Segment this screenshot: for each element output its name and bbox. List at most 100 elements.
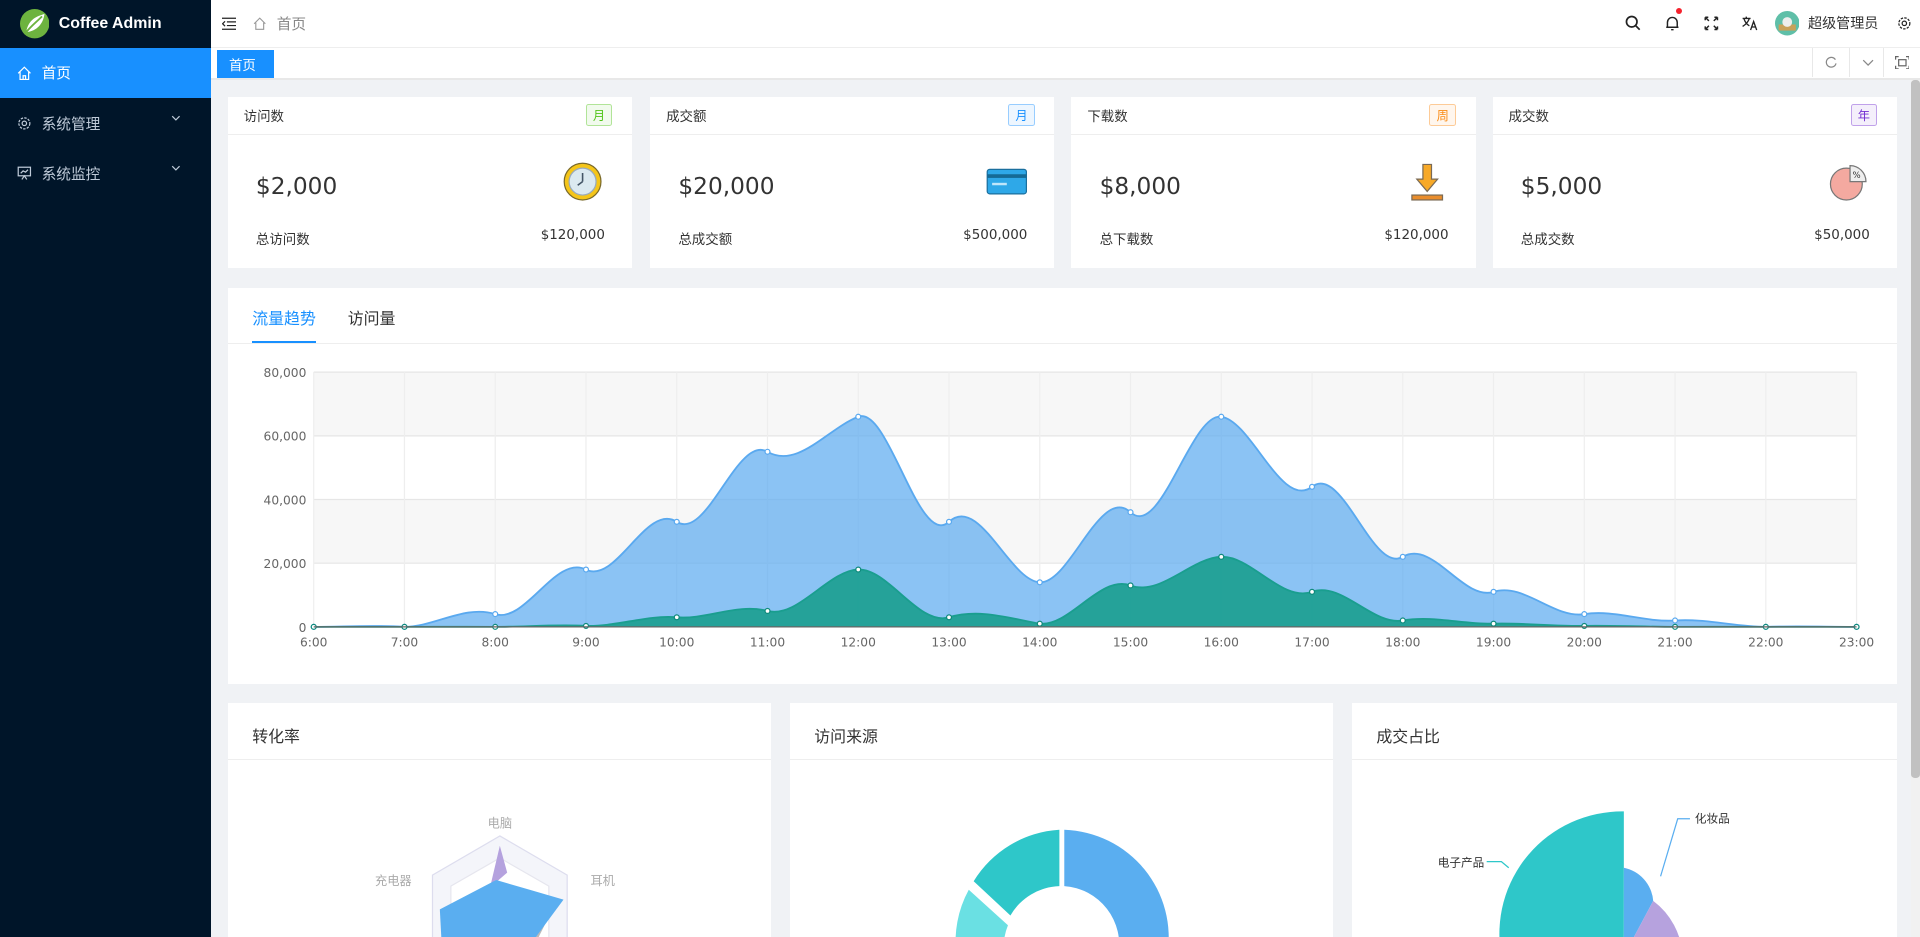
radar-label: 电脑 [487,817,511,831]
sidebar-item-system-monitor[interactable]: 系统监控 [0,148,211,198]
menu-collapse-icon[interactable] [221,17,237,30]
notification-dot [1675,8,1682,15]
data-point [582,566,589,573]
data-point [1036,620,1043,627]
top-header: 首页 超级管理员 [210,0,1920,48]
stat-footer-label: 总访问数 [255,232,310,248]
radar-label: 充电器 [375,873,412,888]
data-point [1308,483,1315,490]
data-point [1217,413,1225,420]
stat-card: 访问数 月 $2,000 总访问数 $120,000 [227,96,632,269]
stat-footer-value: $120,000 [540,227,605,243]
label-line [1659,818,1690,877]
sidebar-item-label: 系统监控 [41,165,101,183]
maximize-button[interactable] [1883,47,1920,78]
data-point [945,614,952,621]
pie-slice [1499,811,1624,937]
radar-series-purple [489,846,507,888]
page-scrollbar[interactable] [1911,79,1920,937]
tab-home[interactable]: 首页 [216,50,275,79]
donut-slice [973,830,1060,916]
data-point [1399,617,1406,624]
data-point [854,566,862,573]
sidebar-item-label: 首页 [41,65,71,83]
fullscreen-icon [1704,16,1719,31]
y-tick-label: 0 [298,621,306,635]
data-point [1490,620,1497,627]
stat-footer-label: 总成交数 [1520,232,1575,248]
sidebar-item-home[interactable]: 首页 [0,47,211,98]
x-tick-label: 13:00 [931,636,966,650]
stat-value: $2,000 [255,172,338,200]
panel-title: 访问来源 [789,703,1334,761]
x-tick-label: 9:00 [572,636,599,650]
traffic-chart-card: 流量趋势 访问量 0 20,000 40,000 60,000 80,000 6:00 7:… [227,287,1897,685]
radar-label: 耳机 [590,874,614,888]
x-tick-label: 17:00 [1294,636,1329,650]
label-line [1486,861,1509,869]
tab-label: 首页 [228,59,256,75]
stat-title: 成交数 [1508,110,1549,126]
notification-button[interactable] [1653,0,1692,47]
period-badge: 月 [585,103,613,127]
series-area [313,556,1857,627]
pie-label: 电子产品 [1438,856,1485,870]
tab-traffic-trend[interactable]: 流量趋势 [252,288,316,344]
x-tick-label: 20:00 [1566,636,1601,650]
search-button[interactable] [1613,0,1652,47]
scrollbar-thumb[interactable] [1911,79,1920,778]
period-badge: 周 [1429,103,1456,127]
refresh-icon [1825,57,1837,69]
x-tick-label: 23:00 [1839,636,1874,650]
sidebar-item-system-management[interactable]: 系统管理 [0,98,211,148]
data-point [854,413,862,420]
grid-band [313,435,1857,500]
pie-slice [1634,901,1679,937]
data-point [945,518,952,525]
data-point [1217,553,1225,560]
stat-footer-value: $50,000 [1814,227,1870,243]
logo[interactable]: Coffee Admin [0,0,211,48]
x-tick-label: 18:00 [1385,636,1420,650]
data-point [1399,553,1406,560]
stat-card: 下载数 周 $8,000 总下载数 $120,000 [1071,96,1476,269]
data-point [1127,582,1134,589]
y-tick-label: 20,000 [263,557,306,571]
traffic-area-chart: 0 20,000 40,000 60,000 80,000 6:00 7:00 8:00 9:0… [263,366,1874,650]
data-point [1127,509,1134,516]
search-icon [1625,16,1641,31]
translate-icon [1742,16,1758,31]
stat-title: 访问数 [243,110,285,126]
stat-footer-value: $500,000 [963,227,1028,243]
grid-band [313,372,1857,436]
breadcrumb-item[interactable]: 首页 [276,15,307,33]
stat-footer-label: 总成交额 [678,232,733,248]
tabs-dropdown-button[interactable] [1848,47,1886,78]
x-tick-label: 12:00 [840,636,875,650]
refresh-button[interactable] [1812,47,1849,78]
conversion-card: 转化率 电脑 耳机 充电器 [227,702,772,937]
deal-share-card: 成交占比 化妆品 电子产品 [1351,702,1897,937]
fullscreen-button[interactable] [1692,0,1731,47]
leaf-logo-icon [19,9,49,39]
series-line [313,415,1857,628]
svg-text:%: % [1853,171,1861,181]
tab-visits[interactable]: 访问量 [347,309,396,329]
x-tick-label: 15:00 [1113,636,1148,650]
stat-card: 成交数 年 $5,000 % 总成交数 $50,000 [1492,96,1897,269]
home-icon [254,16,267,30]
x-tick-label: 14:00 [1022,636,1057,650]
y-tick-label: 40,000 [263,493,306,507]
x-tick-label: 7:00 [390,636,417,650]
credit-card-icon [986,168,1027,195]
visit-source-card: 访问来源 [789,702,1334,937]
avatar[interactable] [1770,0,1804,47]
pie-percent-icon: % [1829,164,1867,201]
period-badge: 年 [1850,103,1878,127]
data-point [1580,622,1588,630]
settings-button[interactable] [1888,0,1920,47]
username[interactable]: 超级管理员 [1807,16,1879,33]
language-button[interactable] [1731,0,1770,47]
stat-title: 成交额 [666,110,707,126]
breadcrumb: 首页 [253,13,306,34]
